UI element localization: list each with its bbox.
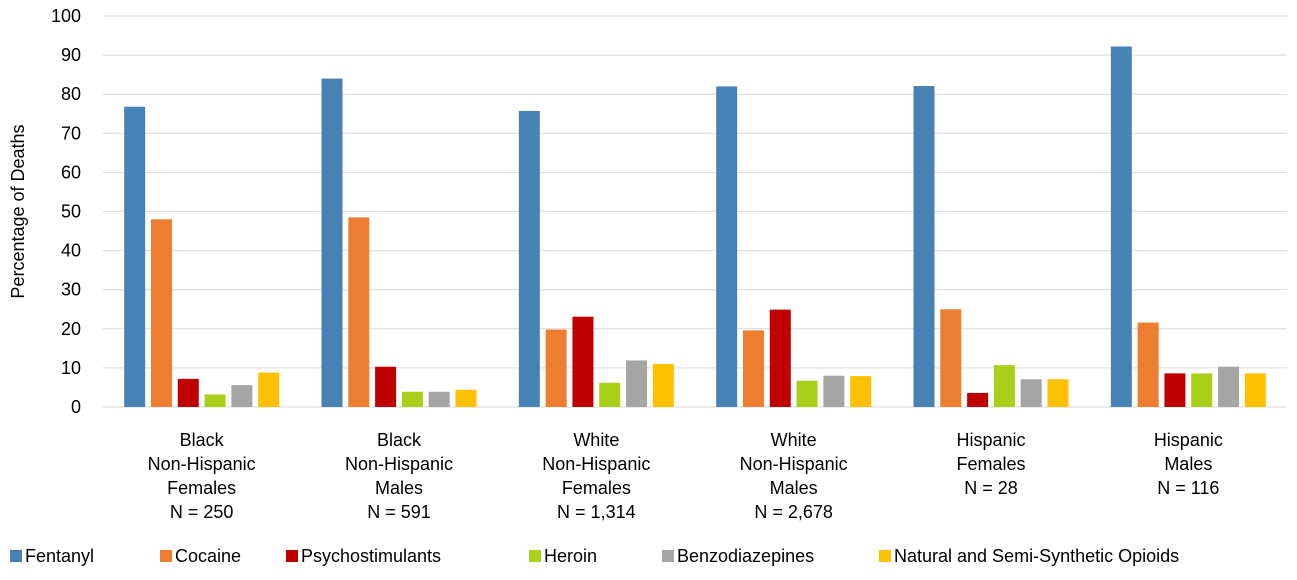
bar-natural-and-semi-synthetic-opioids — [258, 372, 280, 407]
category-label: N = 2,678 — [754, 502, 833, 522]
bar-fentanyl — [518, 111, 540, 407]
legend-swatch — [879, 550, 891, 562]
category-label: N = 28 — [964, 478, 1018, 498]
y-axis-ticks: 0 10 20 30 40 50 60 70 80 90 100 — [51, 6, 81, 417]
bar-psychostimulants — [572, 316, 594, 407]
category-label: Males — [375, 478, 423, 498]
bar-heroin — [401, 391, 423, 407]
bar-psychostimulants — [967, 392, 989, 407]
category-label: Non-Hispanic — [542, 454, 650, 474]
y-tick-label: 90 — [61, 45, 81, 65]
y-tick-label: 30 — [61, 280, 81, 300]
category-label: Non-Hispanic — [148, 454, 256, 474]
bar-heroin — [204, 394, 226, 407]
y-tick-label: 80 — [61, 84, 81, 104]
category-label: Non-Hispanic — [345, 454, 453, 474]
category-label: Females — [167, 478, 236, 498]
category-label: Black — [180, 430, 225, 450]
bars — [124, 46, 1266, 408]
legend-label: Psychostimulants — [301, 546, 441, 566]
legend-label: Heroin — [544, 546, 597, 566]
y-tick-label: 70 — [61, 123, 81, 143]
bar-psychostimulants — [177, 378, 199, 407]
y-tick-label: 20 — [61, 319, 81, 339]
bar-heroin — [993, 365, 1015, 407]
legend-label: Benzodiazepines — [677, 546, 814, 566]
legend-label: Fentanyl — [25, 546, 94, 566]
category-label: Hispanic — [1154, 430, 1223, 450]
y-tick-label: 40 — [61, 241, 81, 261]
bar-fentanyl — [321, 78, 343, 407]
bar-natural-and-semi-synthetic-opioids — [455, 389, 477, 407]
bar-cocaine — [348, 217, 370, 407]
y-tick-label: 0 — [71, 397, 81, 417]
category-label: Males — [770, 478, 818, 498]
legend-label: Natural and Semi-Synthetic Opioids — [894, 546, 1179, 566]
bar-benzodiazepines — [1020, 379, 1042, 407]
legend-swatch — [160, 550, 172, 562]
bar-benzodiazepines — [231, 385, 253, 407]
y-axis-title: Percentage of Deaths — [8, 124, 28, 298]
legend-swatch — [10, 550, 22, 562]
bar-heroin — [1191, 373, 1213, 407]
bar-psychostimulants — [375, 366, 397, 407]
bar-cocaine — [150, 219, 172, 407]
bar-benzodiazepines — [823, 375, 845, 407]
category-label: Females — [562, 478, 631, 498]
legend-swatch — [286, 550, 298, 562]
bar-natural-and-semi-synthetic-opioids — [1047, 379, 1069, 407]
category-label: Non-Hispanic — [740, 454, 848, 474]
category-label: White — [771, 430, 817, 450]
bar-cocaine — [545, 329, 567, 407]
bar-fentanyl — [716, 86, 738, 407]
bar-natural-and-semi-synthetic-opioids — [652, 363, 674, 407]
bar-benzodiazepines — [1218, 366, 1240, 407]
bar-fentanyl — [124, 106, 146, 407]
bar-natural-and-semi-synthetic-opioids — [1244, 373, 1266, 407]
category-label: Black — [377, 430, 422, 450]
bar-heroin — [599, 382, 621, 407]
bar-fentanyl — [1110, 46, 1132, 408]
bar-cocaine — [1137, 322, 1159, 407]
bar-heroin — [796, 380, 818, 407]
bar-natural-and-semi-synthetic-opioids — [850, 376, 872, 407]
bar-benzodiazepines — [626, 360, 648, 407]
legend-swatch — [662, 550, 674, 562]
bar-cocaine — [742, 330, 764, 407]
category-label: N = 591 — [367, 502, 431, 522]
category-label: N = 1,314 — [557, 502, 636, 522]
bar-fentanyl — [913, 85, 935, 407]
category-label: N = 116 — [1157, 478, 1219, 498]
category-label: Hispanic — [956, 430, 1025, 450]
y-tick-label: 60 — [61, 162, 81, 182]
y-tick-label: 100 — [51, 6, 81, 26]
y-tick-label: 50 — [61, 202, 81, 222]
y-tick-label: 10 — [61, 358, 81, 378]
gridlines — [103, 15, 1287, 408]
category-label: Males — [1164, 454, 1212, 474]
legend-swatch — [529, 550, 541, 562]
category-label: White — [573, 430, 619, 450]
legend-label: Cocaine — [175, 546, 241, 566]
bar-psychostimulants — [769, 309, 791, 407]
bar-benzodiazepines — [428, 391, 450, 407]
category-label: N = 250 — [170, 502, 234, 522]
legend: Fentanyl Cocaine Psychostimulants Heroin Ben… — [10, 546, 1179, 566]
category-label: Females — [956, 454, 1025, 474]
bar-psychostimulants — [1164, 373, 1186, 407]
bar-cocaine — [940, 309, 962, 407]
category-labels: Black Non-Hispanic Females N = 250 Black Non-… — [148, 430, 1223, 522]
